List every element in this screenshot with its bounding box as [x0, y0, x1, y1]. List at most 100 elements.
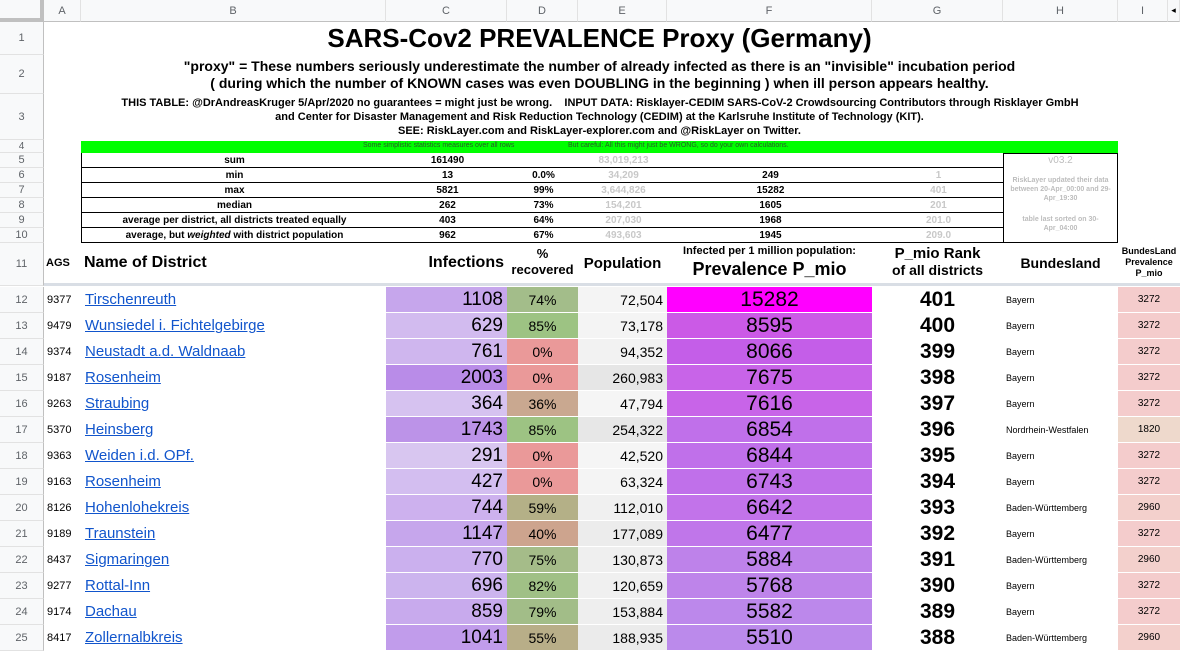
cell-ags[interactable]: 9479 [44, 313, 81, 339]
cell-population[interactable]: 188,935 [578, 625, 667, 651]
cell-prevalence[interactable]: 6477 [667, 521, 872, 547]
cell-district-name[interactable]: Weiden i.d. OPf. [81, 443, 386, 469]
cell-bundesland-prevalence[interactable]: 3272 [1118, 313, 1180, 339]
cell-ags[interactable]: 9374 [44, 339, 81, 365]
cell-district-name[interactable]: Rosenheim [81, 469, 386, 495]
cell-recovered[interactable]: 85% [507, 417, 578, 443]
cell-district-name[interactable]: Heinsberg [81, 417, 386, 443]
cell-recovered[interactable]: 0% [507, 443, 578, 469]
cell-recovered[interactable]: 0% [507, 339, 578, 365]
cell-prevalence[interactable]: 7675 [667, 365, 872, 391]
district-link[interactable]: Weiden i.d. OPf. [85, 447, 194, 464]
cell-district-name[interactable]: Neustadt a.d. Waldnaab [81, 339, 386, 365]
district-link[interactable]: Sigmaringen [85, 551, 170, 568]
cell-prevalence[interactable]: 15282 [667, 287, 872, 313]
cell-ags[interactable]: 9163 [44, 469, 81, 495]
cell-bundesland[interactable]: Baden-Württemberg [1003, 495, 1118, 521]
cell-bundesland[interactable]: Bayern [1003, 339, 1118, 365]
cell-bundesland[interactable]: Bayern [1003, 521, 1118, 547]
cell-rank[interactable]: 388 [872, 625, 1003, 651]
cell-recovered[interactable]: 0% [507, 365, 578, 391]
cell-recovered[interactable]: 75% [507, 547, 578, 573]
cell-prevalence[interactable]: 8595 [667, 313, 872, 339]
district-link[interactable]: Hohenlohekreis [85, 499, 190, 516]
cell-population[interactable]: 260,983 [578, 365, 667, 391]
row-header[interactable]: 16 [0, 391, 44, 417]
cell-ags[interactable]: 8437 [44, 547, 81, 573]
cell-infections[interactable]: 1108 [386, 287, 507, 313]
cell-prevalence[interactable]: 7616 [667, 391, 872, 417]
cell-bundesland[interactable]: Bayern [1003, 469, 1118, 495]
cell-ags[interactable]: 9377 [44, 287, 81, 313]
cell-prevalence[interactable]: 5582 [667, 599, 872, 625]
row-header[interactable]: 3 [0, 94, 44, 140]
cell-bundesland-prevalence[interactable]: 3272 [1118, 469, 1180, 495]
row-header[interactable]: 4 [0, 140, 44, 153]
cell-bundesland-prevalence[interactable]: 2960 [1118, 625, 1180, 651]
district-link[interactable]: Dachau [85, 603, 137, 620]
cell-ags[interactable]: 9189 [44, 521, 81, 547]
cell-infections[interactable]: 427 [386, 469, 507, 495]
cell-population[interactable]: 153,884 [578, 599, 667, 625]
cell-recovered[interactable]: 0% [507, 469, 578, 495]
cell-prevalence[interactable]: 6854 [667, 417, 872, 443]
cell-ags[interactable]: 9263 [44, 391, 81, 417]
cell-infections[interactable]: 364 [386, 391, 507, 417]
row-header[interactable]: 15 [0, 365, 44, 391]
district-link[interactable]: Straubing [85, 395, 150, 412]
row-header[interactable]: 10 [0, 228, 44, 243]
cell-rank[interactable]: 398 [872, 365, 1003, 391]
cell-bundesland-prevalence[interactable]: 3272 [1118, 365, 1180, 391]
cell-ags[interactable]: 5370 [44, 417, 81, 443]
cell-rank[interactable]: 393 [872, 495, 1003, 521]
cell-bundesland-prevalence[interactable]: 3272 [1118, 599, 1180, 625]
cell-bundesland[interactable]: Bayern [1003, 599, 1118, 625]
cell-infections[interactable]: 1041 [386, 625, 507, 651]
cell-recovered[interactable]: 40% [507, 521, 578, 547]
row-header[interactable]: 20 [0, 495, 44, 521]
cell-infections[interactable]: 1147 [386, 521, 507, 547]
cell-population[interactable]: 130,873 [578, 547, 667, 573]
cell-population[interactable]: 73,178 [578, 313, 667, 339]
cell-population[interactable]: 94,352 [578, 339, 667, 365]
cell-infections[interactable]: 2003 [386, 365, 507, 391]
cell-ags[interactable]: 9363 [44, 443, 81, 469]
district-link[interactable]: Tirschenreuth [85, 291, 177, 308]
row-header[interactable]: 9 [0, 213, 44, 228]
cell-rank[interactable]: 390 [872, 573, 1003, 599]
cell-infections[interactable]: 291 [386, 443, 507, 469]
cell-population[interactable]: 177,089 [578, 521, 667, 547]
cell-prevalence[interactable]: 6844 [667, 443, 872, 469]
cell-prevalence[interactable]: 6642 [667, 495, 872, 521]
cell-district-name[interactable]: Zollernalbkreis [81, 625, 386, 651]
cell-bundesland[interactable]: Bayern [1003, 443, 1118, 469]
column-header-f[interactable]: F [667, 0, 872, 22]
cell-infections[interactable]: 744 [386, 495, 507, 521]
cell-rank[interactable]: 392 [872, 521, 1003, 547]
cell-infections[interactable]: 859 [386, 599, 507, 625]
cell-population[interactable]: 72,504 [578, 287, 667, 313]
cell-recovered[interactable]: 74% [507, 287, 578, 313]
column-header-e[interactable]: E [578, 0, 667, 22]
district-link[interactable]: Rottal-Inn [85, 577, 151, 594]
cell-population[interactable]: 42,520 [578, 443, 667, 469]
row-header[interactable]: 1 [0, 22, 44, 55]
cell-prevalence[interactable]: 5884 [667, 547, 872, 573]
cell-population[interactable]: 112,010 [578, 495, 667, 521]
row-header[interactable]: 11 [0, 243, 44, 286]
cell-population[interactable]: 63,324 [578, 469, 667, 495]
cell-recovered[interactable]: 59% [507, 495, 578, 521]
cell-population[interactable]: 47,794 [578, 391, 667, 417]
column-header-d[interactable]: D [507, 0, 578, 22]
cell-bundesland[interactable]: Bayern [1003, 573, 1118, 599]
cell-bundesland[interactable]: Nordrhein-Westfalen [1003, 417, 1118, 443]
cell-bundesland-prevalence[interactable]: 3272 [1118, 391, 1180, 417]
cell-prevalence[interactable]: 5510 [667, 625, 872, 651]
cell-ags[interactable]: 9277 [44, 573, 81, 599]
district-link[interactable]: Neustadt a.d. Waldnaab [85, 343, 246, 360]
cell-population[interactable]: 254,322 [578, 417, 667, 443]
cell-bundesland-prevalence[interactable]: 3272 [1118, 339, 1180, 365]
cell-rank[interactable]: 401 [872, 287, 1003, 313]
row-header[interactable]: 18 [0, 443, 44, 469]
district-link[interactable]: Rosenheim [85, 473, 161, 490]
